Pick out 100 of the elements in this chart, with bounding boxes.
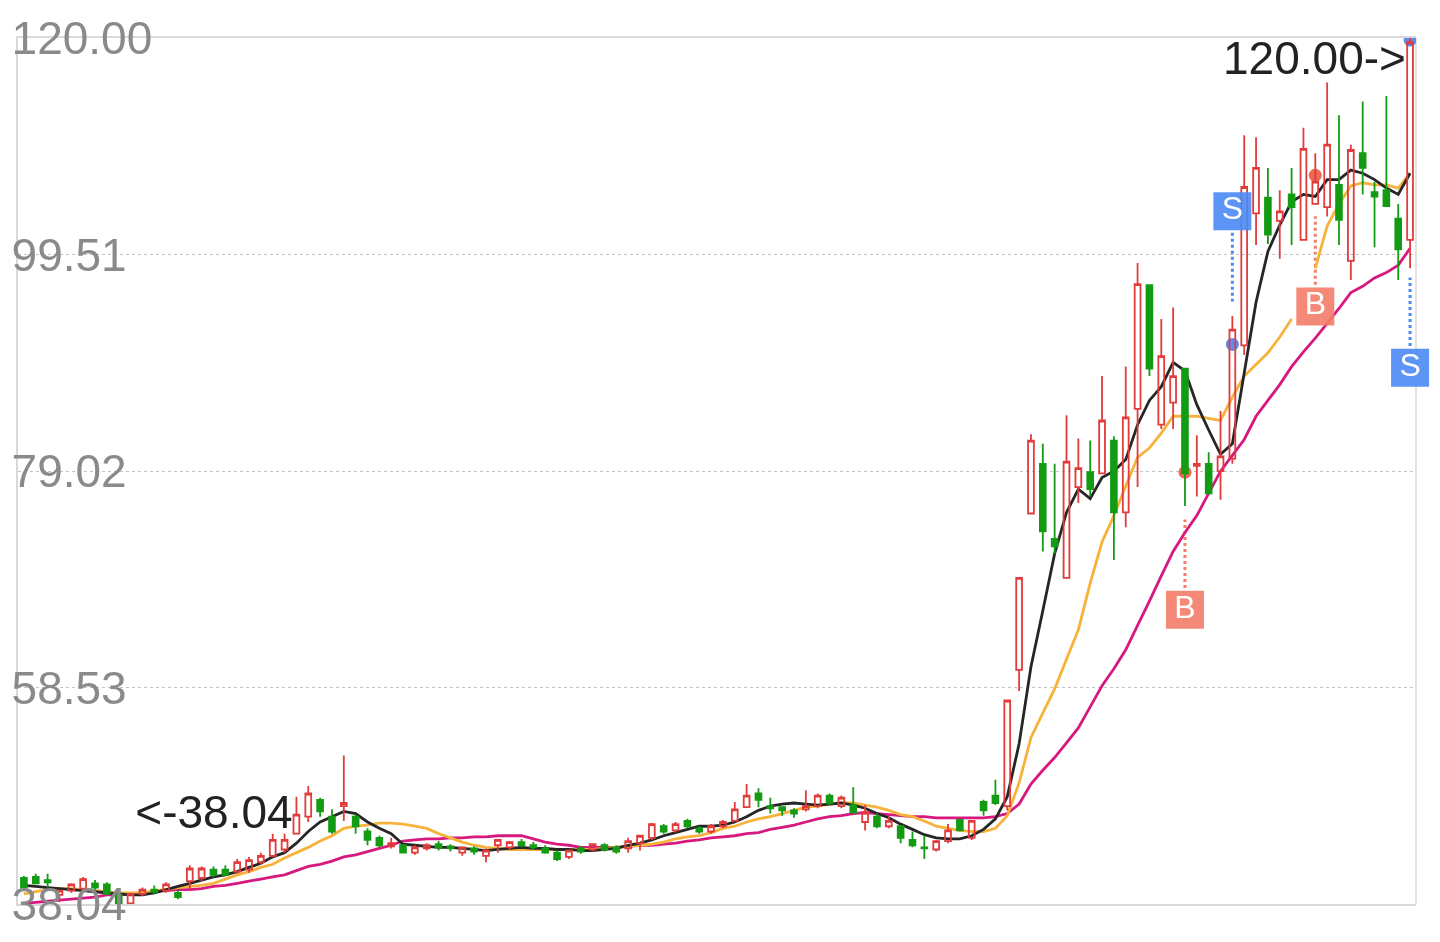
candlestick: [1181, 367, 1189, 507]
candlestick: [766, 796, 775, 815]
candlestick: [778, 805, 786, 817]
candlestick: [1121, 365, 1130, 529]
candlestick: [1204, 451, 1213, 495]
candlestick: [316, 796, 324, 818]
candlestick: [257, 851, 265, 866]
candlestick: [458, 845, 467, 857]
candlestick: [1299, 126, 1308, 241]
candlestick: [470, 845, 478, 856]
candlestick: [896, 824, 905, 845]
annotation: 120.00->: [1223, 32, 1406, 85]
y-tick-label: 99.51: [11, 228, 127, 281]
candlestick: [837, 794, 846, 810]
candlestick: [150, 884, 159, 895]
candlestick: [1062, 414, 1071, 579]
candlestick: [671, 821, 680, 834]
candlestick: [730, 801, 739, 822]
candlestick: [494, 838, 502, 854]
candlestick: [328, 808, 336, 835]
candlestick: [1358, 100, 1367, 196]
candlestick: [351, 813, 360, 835]
candlestick: [742, 783, 751, 809]
candlestick: [1027, 433, 1035, 515]
candlestick: [624, 836, 632, 854]
candlestick: [1050, 462, 1059, 555]
candlestick: [944, 823, 952, 845]
candlestick: [813, 792, 822, 810]
candlestick: [1193, 434, 1201, 498]
candlestick: [1228, 314, 1237, 465]
candlestick: [707, 823, 715, 835]
candlestick: [1039, 442, 1047, 553]
candlestick: [719, 818, 727, 830]
data-label: B: [1304, 285, 1326, 322]
candlestick: [636, 833, 644, 852]
data-label: S: [1221, 190, 1244, 227]
candlestick: [991, 778, 1000, 806]
data-label: B: [1174, 588, 1196, 625]
candlestick: [790, 807, 798, 819]
candlestick: [1370, 180, 1379, 249]
candlestick: [174, 888, 182, 901]
candlestick: [1216, 410, 1225, 501]
candlestick: [967, 818, 976, 841]
candlestick: [482, 847, 490, 864]
candlestick: [612, 844, 621, 855]
candlestick: [1335, 114, 1343, 246]
candlestick: [932, 839, 940, 853]
candlestick: [956, 818, 964, 833]
candlestick: [1406, 38, 1414, 270]
candlestick: [873, 812, 881, 830]
candlestick: [221, 864, 230, 876]
candlestick: [245, 855, 253, 874]
candlestick: [197, 865, 206, 883]
candlestick: [1015, 577, 1023, 692]
candlestick: [648, 822, 656, 841]
candlestick: [588, 842, 597, 853]
candlestick: [1157, 318, 1166, 430]
candlestick: [920, 834, 929, 860]
y-tick-label: 58.53: [11, 661, 127, 714]
candlestick: [138, 886, 147, 897]
candlestick: [1133, 262, 1142, 488]
candlestick: [1110, 435, 1118, 561]
candlestick: [1264, 167, 1272, 245]
candlestick: [505, 840, 514, 851]
candlestick: [185, 864, 194, 891]
candlestick: [529, 841, 538, 851]
candlestick: [411, 844, 419, 856]
candlestick: [1003, 699, 1012, 812]
candlestick: [1287, 167, 1296, 246]
y-tick-label: 120.00: [11, 12, 153, 65]
candlestick: [1145, 284, 1154, 378]
candlestick: [340, 754, 348, 822]
candlestick: [1086, 439, 1094, 498]
candlestick: [659, 823, 668, 835]
candlestick: [387, 836, 395, 850]
candlestick: [162, 881, 170, 894]
candlestick: [576, 845, 585, 855]
data-label: S: [1399, 346, 1421, 383]
candlestick: [1074, 437, 1083, 504]
candlestick: [304, 785, 313, 823]
candlestick: [1347, 143, 1355, 281]
annotation: <-38.04: [135, 785, 293, 838]
candlestick: [1311, 152, 1320, 205]
candlestick: [268, 832, 277, 858]
candlestick: [126, 891, 135, 904]
candlestick: [292, 795, 301, 835]
candlestick: [861, 804, 869, 832]
candlestick: [1394, 202, 1403, 281]
candlestick: [233, 858, 241, 875]
candlestick: [565, 848, 573, 860]
candlestick: [541, 844, 550, 855]
candlestick: [1252, 136, 1260, 246]
y-tick-label: 79.02: [11, 445, 127, 498]
candlestick: [1382, 95, 1391, 208]
candlestick: [884, 815, 893, 830]
candlestick: [695, 825, 704, 835]
candlestick: [399, 843, 407, 854]
candlestick: [1169, 306, 1177, 430]
candlestick: [553, 849, 561, 862]
candlestick: [1323, 81, 1331, 218]
